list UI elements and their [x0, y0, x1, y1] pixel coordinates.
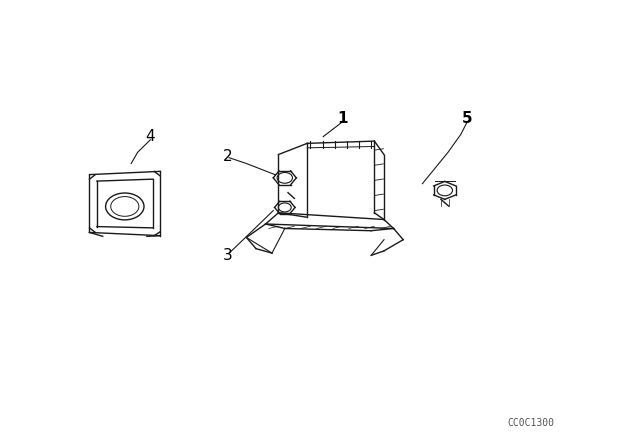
Text: CC0C1300: CC0C1300 — [508, 418, 555, 428]
Text: 2: 2 — [222, 149, 232, 164]
Text: 4: 4 — [145, 129, 156, 144]
Text: 3: 3 — [222, 248, 232, 263]
Text: 5: 5 — [462, 111, 472, 126]
Text: 1: 1 — [337, 111, 348, 126]
